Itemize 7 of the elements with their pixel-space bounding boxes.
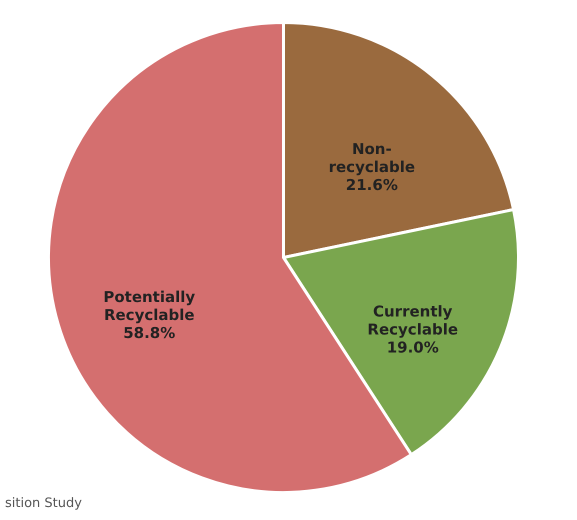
slice-label: Currently Recyclable bbox=[367, 302, 458, 338]
data-label: 58.8% bbox=[123, 324, 176, 342]
data-label: 19.0% bbox=[386, 338, 439, 356]
slice-label: Potentially Recyclable bbox=[103, 288, 196, 324]
text: sition Study bbox=[5, 496, 82, 511]
slice-label: Non-recyclable bbox=[328, 140, 416, 176]
data-label: 21.6% bbox=[346, 176, 398, 194]
